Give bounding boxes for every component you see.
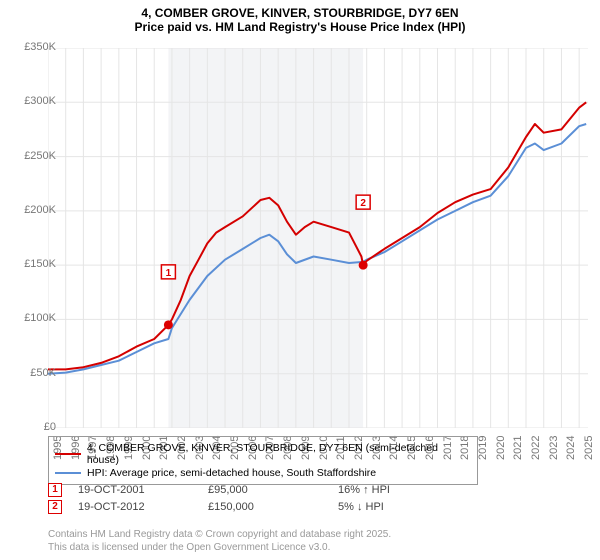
legend-label-hpi: HPI: Average price, semi-detached house,…	[87, 467, 376, 479]
legend-swatch-property	[55, 453, 81, 455]
y-axis-tick: £200K	[12, 204, 56, 216]
y-axis-tick: £50K	[12, 367, 56, 379]
legend-label-property: 4, COMBER GROVE, KINVER, STOURBRIDGE, DY…	[87, 442, 471, 466]
x-axis-tick: 2025	[583, 436, 595, 460]
chart-area: 12	[48, 48, 588, 428]
legend-swatch-hpi	[55, 472, 81, 474]
y-axis-tick: £350K	[12, 41, 56, 53]
x-axis-tick: 2021	[512, 436, 524, 460]
footer-line-1: Contains HM Land Registry data © Crown c…	[48, 528, 391, 541]
annotation-marker-2: 2	[48, 500, 62, 514]
footer-attribution: Contains HM Land Registry data © Crown c…	[48, 528, 391, 554]
annotation-price-2: £150,000	[208, 501, 338, 513]
x-axis-tick: 2024	[565, 436, 577, 460]
annotation-row-2: 2 19-OCT-2012 £150,000 5% ↓ HPI	[48, 500, 468, 514]
footer-line-2: This data is licensed under the Open Gov…	[48, 541, 391, 554]
annotation-delta-2: 5% ↓ HPI	[338, 501, 468, 513]
svg-text:1: 1	[166, 268, 172, 279]
legend-row-hpi: HPI: Average price, semi-detached house,…	[55, 467, 471, 479]
annotation-marker-1: 1	[48, 483, 62, 497]
annotation-date-1: 19-OCT-2001	[78, 484, 208, 496]
x-axis-tick: 2022	[530, 436, 542, 460]
legend-row-property: 4, COMBER GROVE, KINVER, STOURBRIDGE, DY…	[55, 442, 471, 466]
chart-title-block: 4, COMBER GROVE, KINVER, STOURBRIDGE, DY…	[0, 0, 600, 38]
y-axis-tick: £100K	[12, 312, 56, 324]
annotation-table: 1 19-OCT-2001 £95,000 16% ↑ HPI 2 19-OCT…	[48, 480, 468, 517]
svg-text:2: 2	[360, 198, 366, 209]
legend-box: 4, COMBER GROVE, KINVER, STOURBRIDGE, DY…	[48, 436, 478, 485]
x-axis-tick: 2020	[495, 436, 507, 460]
y-axis-tick: £300K	[12, 95, 56, 107]
title-line-1: 4, COMBER GROVE, KINVER, STOURBRIDGE, DY…	[0, 6, 600, 20]
y-axis-tick: £150K	[12, 258, 56, 270]
annotation-date-2: 19-OCT-2012	[78, 501, 208, 513]
annotation-delta-1: 16% ↑ HPI	[338, 484, 468, 496]
title-line-2: Price paid vs. HM Land Registry's House …	[0, 20, 600, 34]
x-axis-tick: 2023	[548, 436, 560, 460]
chart-svg: 12	[48, 48, 588, 428]
x-axis-tick: 2019	[477, 436, 489, 460]
y-axis-tick: £0	[12, 421, 56, 433]
annotation-price-1: £95,000	[208, 484, 338, 496]
y-axis-tick: £250K	[12, 150, 56, 162]
annotation-row-1: 1 19-OCT-2001 £95,000 16% ↑ HPI	[48, 483, 468, 497]
